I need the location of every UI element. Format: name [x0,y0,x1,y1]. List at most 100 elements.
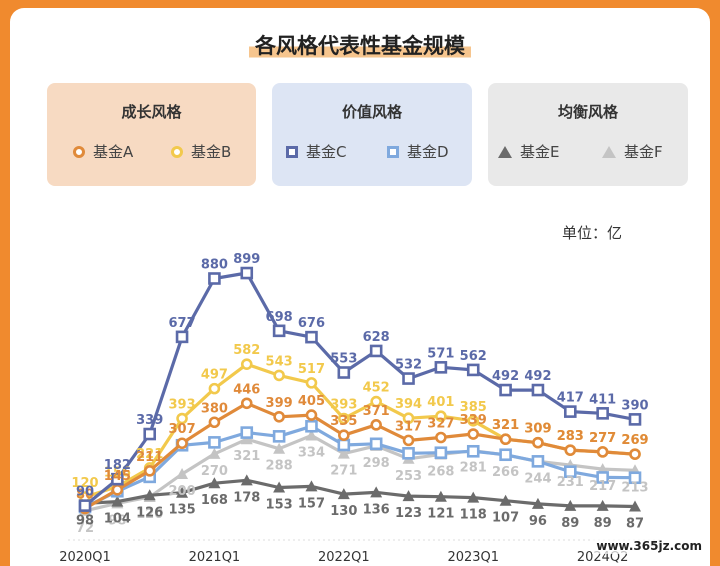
data-label: 211 [136,450,163,465]
square-marker-icon [286,145,298,158]
legend-item-fund-c: 基金C [286,141,346,162]
data-point [402,490,415,502]
data-point [435,410,447,423]
data-point [111,495,124,507]
triangle-marker-icon [498,145,512,158]
data-label: 543 [266,354,293,369]
data-point [435,431,447,444]
data-point [563,405,577,418]
legend-item-fund-e: 基金E [498,141,559,162]
triangle-marker-icon [602,145,616,158]
data-point [467,415,480,427]
legend-label: 基金D [407,143,449,161]
data-label: 321 [233,449,260,464]
data-label: 562 [460,349,487,364]
data-point [240,397,253,410]
data-point [338,429,350,441]
data-point [629,448,641,460]
data-label: 136 [363,502,390,517]
data-point [434,361,448,374]
x-tick-label: 2021Q1 [189,550,241,565]
data-label: 269 [621,433,648,448]
data-point [272,430,286,443]
data-label: 380 [201,401,228,416]
legend-group-title: 价值风格 [341,103,402,121]
data-point [499,433,512,446]
data-label: 266 [492,465,519,480]
data-label: 213 [621,480,648,495]
data-point [531,497,544,509]
data-point [208,416,221,429]
data-label: 153 [266,498,293,513]
data-label: 277 [589,431,616,446]
data-label: 677 [168,316,195,331]
data-label: 492 [524,369,551,384]
data-label: 553 [330,352,357,367]
data-point [176,468,189,479]
data-label: 244 [524,471,551,486]
chart-card: 各风格代表性基金规模 成长风格 基金A 基金B 价值风格 基金C 基金D 均衡风… [10,8,710,566]
legend-item-fund-a: 基金A [73,141,133,162]
data-label: 393 [330,398,357,413]
data-point [176,437,188,450]
data-point [240,266,254,280]
data-point [467,428,480,440]
circle-marker-icon [171,145,183,158]
legend-label: 基金A [93,143,134,161]
data-point [629,500,641,512]
unit-label: 单位：亿 [561,224,622,242]
data-point [337,366,351,379]
data-label: 532 [395,358,422,373]
data-point [111,472,124,486]
data-label: 98 [108,513,126,528]
data-label: 200 [168,484,195,499]
data-point [532,436,544,449]
data-label: 321 [492,418,519,433]
data-point [563,465,577,479]
data-point [531,383,545,397]
data-label: 145 [104,469,131,484]
data-label: 89 [594,516,612,531]
data-label: 269 [621,433,648,448]
data-label: 277 [589,431,616,446]
data-point [240,358,253,370]
data-point [499,383,512,397]
legend-group-balanced: 均衡风格 基金E 基金F [488,83,688,186]
data-point [499,448,512,462]
data-point [337,438,351,452]
data-label: 156 [104,466,131,481]
x-tick-label: 2022Q1 [318,550,370,565]
data-label: 221 [136,447,163,462]
data-point [466,444,480,458]
square-marker-icon [387,145,399,158]
data-label: 571 [427,346,454,361]
data-point [466,363,480,377]
data-point [531,455,545,468]
legend-item-fund-f: 基金F [602,141,663,162]
data-point [305,409,318,421]
data-point [208,447,221,459]
data-label: 394 [395,397,422,412]
data-point [208,436,221,449]
data-point [402,446,415,460]
data-point [596,499,609,511]
data-point [78,499,92,512]
data-label: 401 [427,395,454,410]
data-label: 98 [76,513,94,528]
data-label: 89 [561,516,579,531]
data-label: 118 [460,508,487,523]
data-point [628,413,642,426]
data-label: 126 [136,505,163,520]
data-label: 283 [557,429,584,444]
data-label: 87 [626,516,644,531]
data-label: 72 [76,521,94,536]
data-label: 217 [589,479,616,494]
chart-title: 各风格代表性基金规模 [249,30,471,60]
data-label: 231 [557,475,584,490]
data-label: 334 [298,445,325,460]
data-point [305,330,318,344]
data-point [596,471,609,484]
data-point [273,369,285,382]
data-point [273,410,285,423]
